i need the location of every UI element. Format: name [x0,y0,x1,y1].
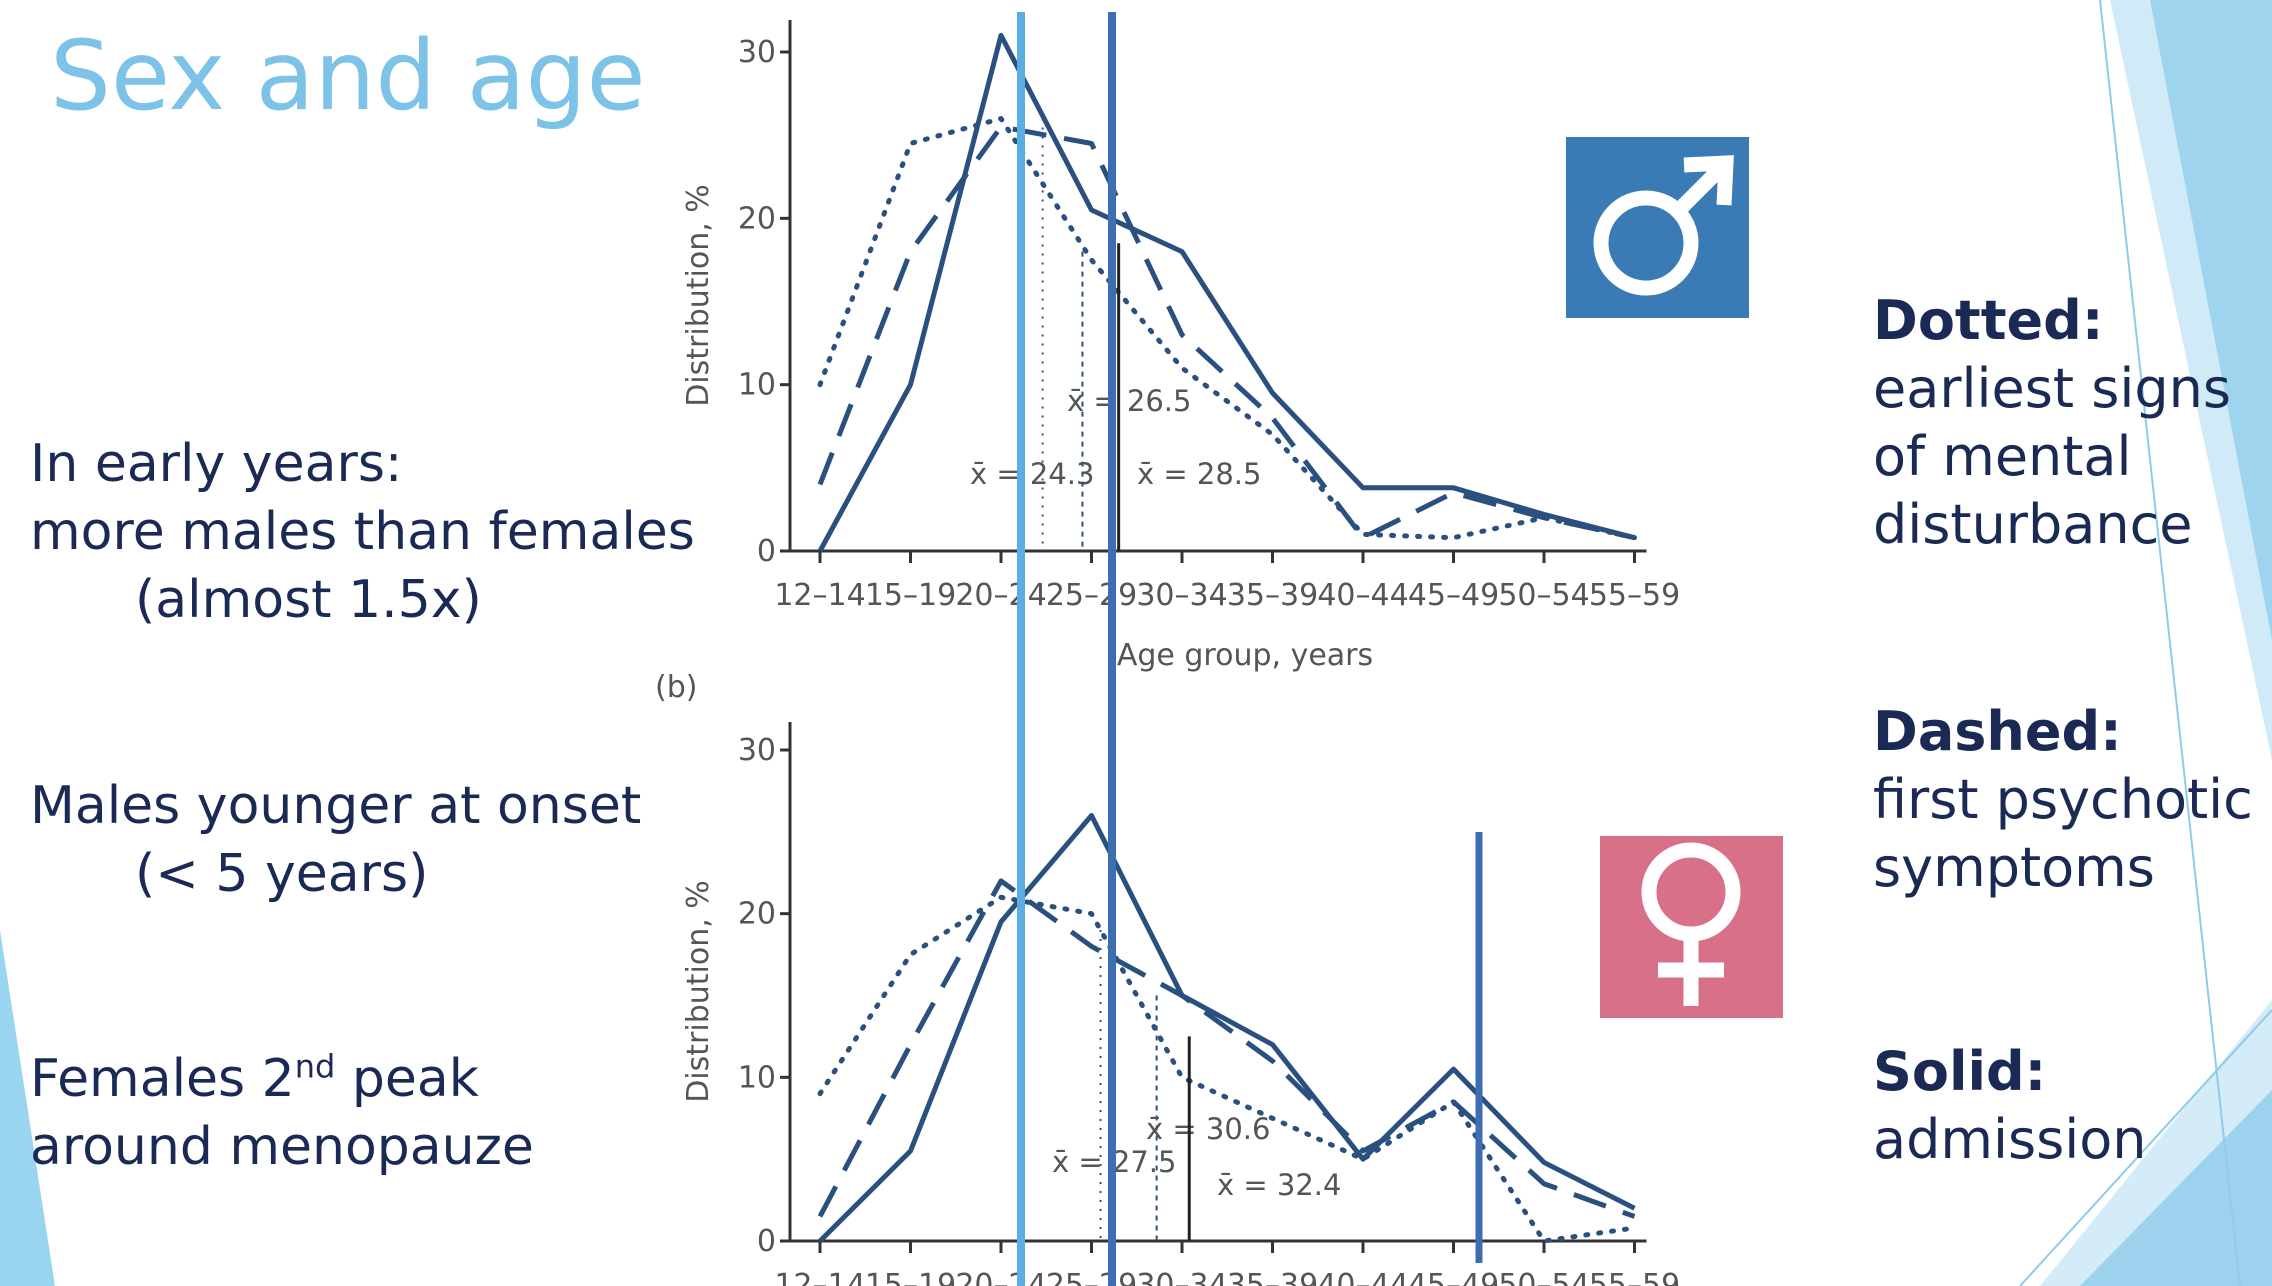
note-superscript: nd [294,1047,336,1086]
x-tick-label: 35–39 [1227,578,1318,613]
legend-line: disturbance [1873,493,2193,556]
x-tick-label: 25–29 [1046,578,1137,613]
legend-solid-note: Solid: admission [1873,1038,2147,1174]
note-early-years: In early years: more males than females … [30,430,695,634]
slide-title: Sex and age [50,20,646,132]
x-tick-label: 40–44 [1317,1268,1408,1286]
series-solid-line [818,812,1636,1243]
x-tick-label: 20–24 [955,578,1046,613]
mean-label: x̄ = 28.5 [1137,457,1261,491]
note-line: Females 2nd peak [30,1045,534,1113]
series-dotted-line [817,116,1637,541]
y-tick-label: 20 [738,201,776,236]
mean-label: x̄ = 32.4 [1217,1168,1341,1202]
note-line: around menopauze [30,1117,534,1177]
note-line: (almost 1.5x) [135,570,482,630]
chart-panel-male: 0 10 20 30 12–14 15–19 20–24 25–29 30–34 35–39 40–… [681,20,1680,673]
mean-label: x̄ = 30.6 [1146,1112,1270,1146]
y-tick-label: 0 [757,534,776,569]
x-tick-label: 55–59 [1589,1268,1680,1286]
series-dashed-line [817,878,1636,1219]
y-tick-label: 30 [738,35,776,70]
legend-line: of mental [1873,425,2132,488]
mean-label: x̄ = 24.3 [970,457,1094,491]
x-tick-label: 20–24 [955,1268,1046,1286]
x-tick-label: 35–39 [1227,1268,1318,1286]
note-text: Females 2 [30,1049,295,1109]
x-axis-label: Age group, years [1117,638,1373,673]
note-line: (< 5 years) [135,844,429,904]
note-text: peak [335,1049,479,1109]
legend-line: earliest signs [1873,357,2231,420]
x-tick-label: 45–49 [1408,578,1499,613]
series-dashed-line [817,124,1636,541]
chart-panel-female: 0 10 20 30 12–14 15–19 20–24 25–29 30–34 35–39 40–… [655,670,1680,1286]
note-males-younger: Males younger at onset (< 5 years) [30,772,641,908]
y-tick-label: 10 [738,1060,776,1095]
x-tick-label: 50–54 [1498,1268,1589,1286]
note-line: Males younger at onset [30,776,642,836]
x-tick-label: 30–34 [1136,578,1227,613]
legend-line: symptoms [1873,836,2155,899]
note-female-second-peak: Females 2nd peak around menopauze [30,1045,534,1181]
x-tick-label: 12–14 [774,1268,865,1286]
y-tick-label: 0 [757,1224,776,1259]
x-tick-label: 12–14 [774,578,865,613]
x-tick-label: 40–44 [1317,578,1408,613]
y-axis-label: Distribution, % [681,880,716,1103]
x-tick-label: 15–19 [865,1268,956,1286]
legend-label: Dotted: [1873,289,2104,352]
legend-label: Solid: [1873,1040,2047,1103]
x-tick-label: 50–54 [1498,578,1589,613]
legend-line: first psychotic [1873,768,2253,831]
legend-label: Dashed: [1873,700,2122,763]
y-tick-label: 10 [738,368,776,403]
x-tick-label: 25–29 [1046,1268,1137,1286]
panel-label: (b) [655,670,697,705]
legend-dotted-note: Dotted: earliest signs of mental disturb… [1873,287,2231,559]
y-tick-label: 20 [738,897,776,932]
mean-label: x̄ = 26.5 [1067,384,1191,418]
note-line: more males than females [30,502,695,562]
series-solid-line [817,32,1636,553]
y-tick-label: 30 [738,733,776,768]
x-tick-label: 15–19 [865,578,956,613]
legend-line: admission [1873,1108,2147,1171]
x-tick-label: 55–59 [1589,578,1680,613]
series-dotted-line [817,894,1637,1244]
legend-dashed-note: Dashed: first psychotic symptoms [1873,698,2253,902]
note-line: In early years: [30,434,403,494]
x-tick-label: 45–49 [1408,1268,1499,1286]
x-tick-label: 30–34 [1136,1268,1227,1286]
y-axis-label: Distribution, % [681,184,716,407]
